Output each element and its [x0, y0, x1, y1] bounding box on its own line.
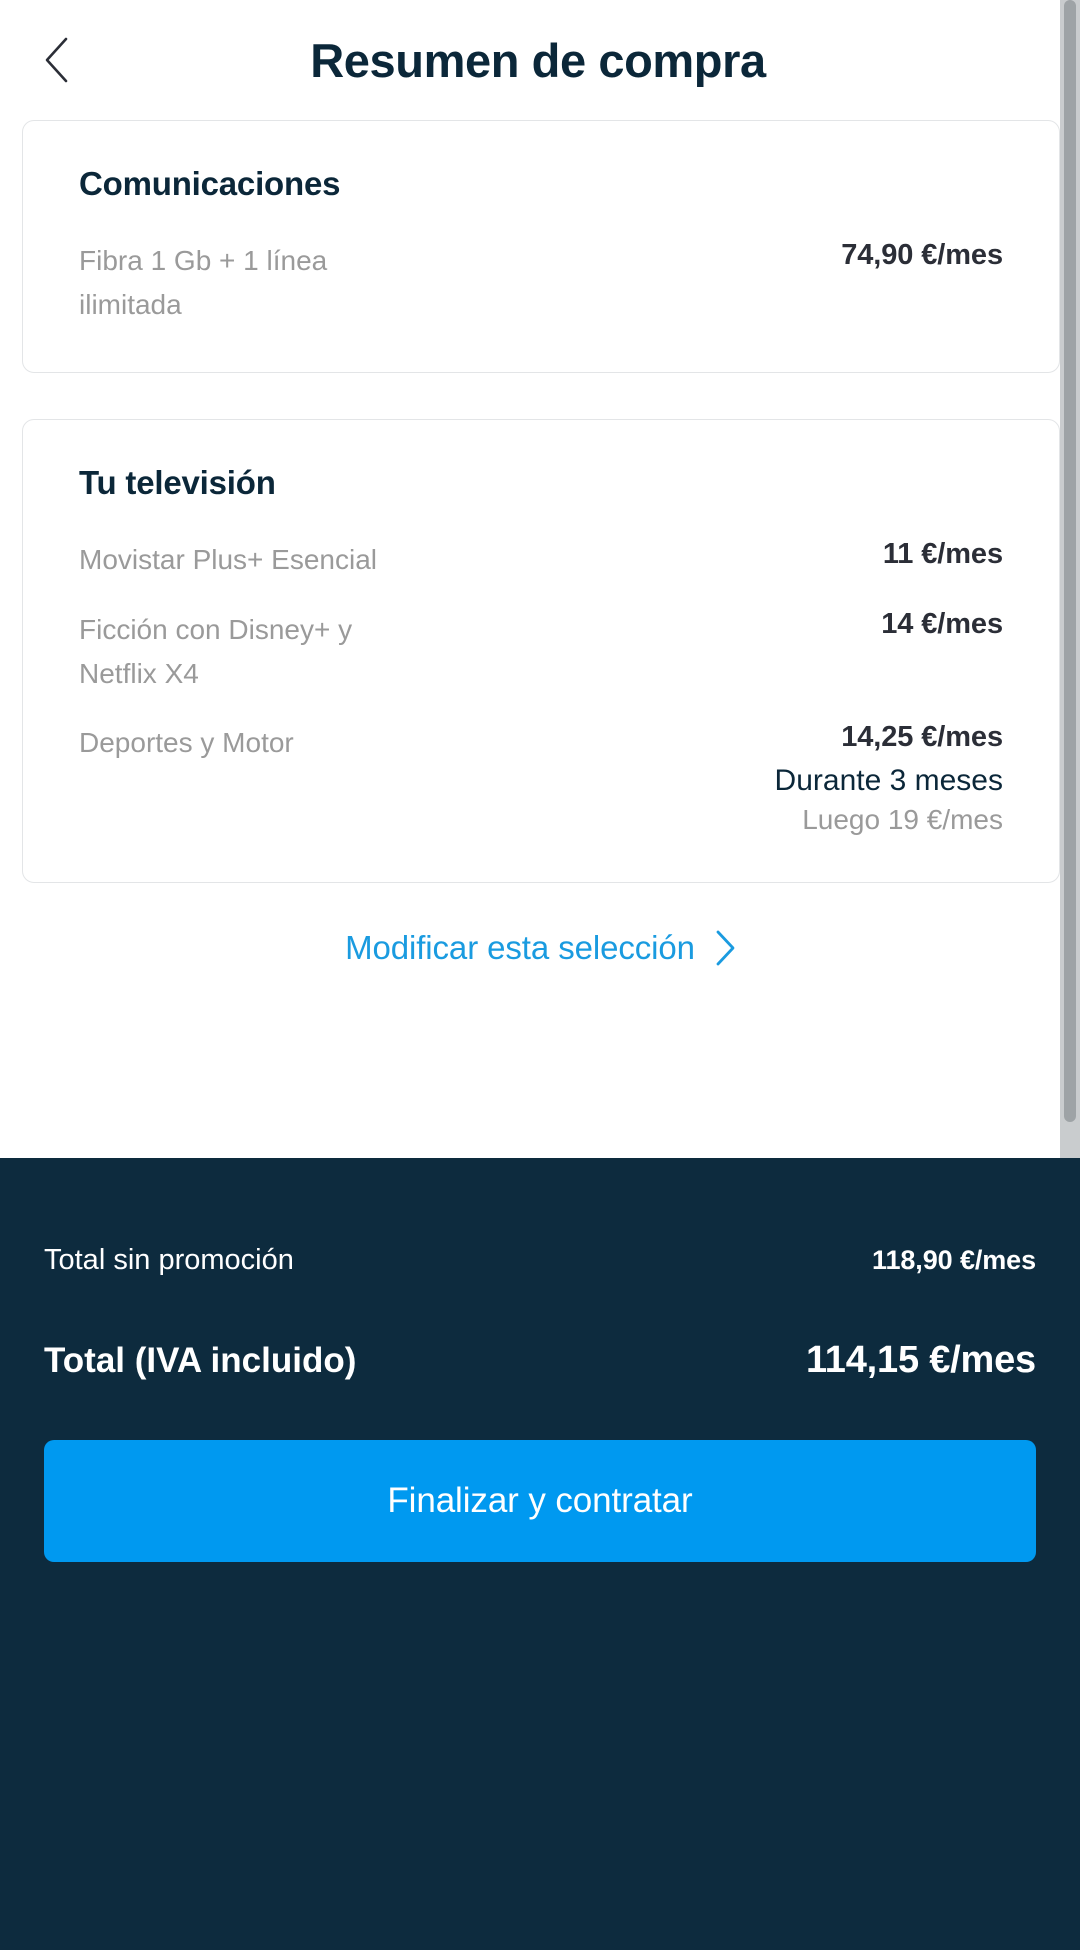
- summary-line-price: 14,25 €/mes: [841, 721, 1003, 754]
- summary-line-right: 74,90 €/mes: [841, 239, 1003, 272]
- promo-after-price: Luego 19 €/mes: [802, 804, 1003, 836]
- summary-line-label: Fibra 1 Gb + 1 línea ilimitada: [79, 245, 328, 320]
- summary-line-label: Movistar Plus+ Esencial: [79, 544, 378, 576]
- summary-line: Deportes y Motor 14,25 €/mes Durante 3 m…: [79, 721, 1003, 836]
- scrollbar[interactable]: [1060, 0, 1080, 1158]
- summary-line-price: 11 €/mes: [882, 538, 1003, 571]
- summary-line-price: 14 €/mes: [881, 608, 1003, 641]
- total-value: 114,15 €/mes: [805, 1339, 1036, 1381]
- finalize-purchase-button[interactable]: Finalizar y contratar: [44, 1440, 1036, 1562]
- summary-line: Ficción con Disney+ y Netflix X4 14 €/me…: [79, 608, 1003, 695]
- total-label: Total (IVA incluido): [44, 1341, 357, 1380]
- card-title: Tu televisión: [79, 464, 276, 502]
- card-title: Comunicaciones: [79, 165, 341, 202]
- subtotal-value: 118,90 €/mes: [872, 1245, 1036, 1275]
- header: Resumen de compra: [22, 0, 1060, 120]
- summary-line: Movistar Plus+ Esencial 11 €/mes: [79, 538, 1003, 582]
- summary-line-label: Deportes y Motor: [79, 727, 294, 759]
- card-television: Tu televisión Movistar Plus+ Esencial 11…: [22, 419, 1060, 884]
- summary-line-right: 14 €/mes: [881, 608, 1003, 641]
- totals-footer: Total sin promoción 118,90 €/mes Total (…: [0, 1158, 1080, 1950]
- summary-line-label: Ficción con Disney+ y Netflix X4: [79, 614, 353, 689]
- subtotal-row: Total sin promoción 118,90 €/mes: [44, 1244, 1036, 1277]
- chevron-left-icon: [42, 36, 70, 84]
- back-button[interactable]: [28, 32, 84, 88]
- modify-selection-link[interactable]: Modificar esta selección: [22, 929, 1060, 967]
- summary-line-right: 14,25 €/mes Durante 3 meses Luego 19 €/m…: [774, 721, 1004, 836]
- total-row: Total (IVA incluido) 114,15 €/mes: [44, 1339, 1036, 1382]
- scrollable-content: Resumen de compra Comunicaciones Fibra 1…: [22, 0, 1080, 1158]
- summary-line-price: 74,90 €/mes: [841, 239, 1003, 271]
- chevron-right-icon: [715, 929, 737, 967]
- summary-line: Fibra 1 Gb + 1 línea ilimitada 74,90 €/m…: [79, 239, 1003, 326]
- modify-selection-label: Modificar esta selección: [345, 929, 695, 967]
- page-title: Resumen de compra: [310, 33, 766, 87]
- subtotal-label: Total sin promoción: [44, 1244, 294, 1276]
- summary-line-right: 11 €/mes: [883, 538, 1003, 571]
- card-comunicaciones: Comunicaciones Fibra 1 Gb + 1 línea ilim…: [22, 120, 1060, 374]
- scrollbar-thumb[interactable]: [1064, 0, 1076, 1122]
- promo-duration: Durante 3 meses: [774, 764, 1003, 798]
